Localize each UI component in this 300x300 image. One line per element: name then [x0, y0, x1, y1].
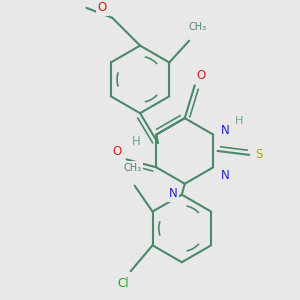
Text: H: H [235, 116, 243, 126]
Text: O: O [112, 145, 121, 158]
Text: Cl: Cl [117, 277, 128, 290]
Text: N: N [221, 169, 230, 182]
Text: CH₃: CH₃ [124, 163, 142, 173]
Text: S: S [256, 148, 263, 161]
Text: N: N [169, 187, 177, 200]
Text: H: H [132, 134, 140, 148]
Text: O: O [98, 1, 107, 14]
Text: O: O [196, 69, 205, 82]
Text: CH₃: CH₃ [188, 22, 206, 32]
Text: N: N [221, 124, 230, 137]
